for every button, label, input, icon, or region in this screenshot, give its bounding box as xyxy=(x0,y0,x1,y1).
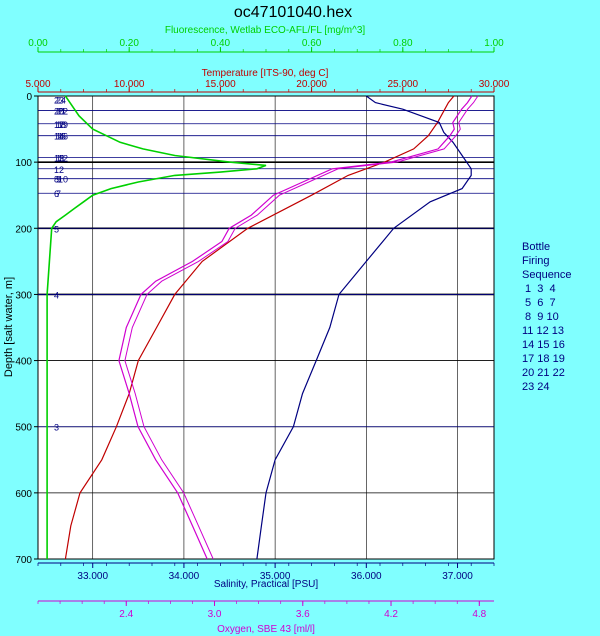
salinity-tick-label: 34.000 xyxy=(169,571,200,582)
oxygen-axis-ticks: 2.4 3.0 3.6 4.2 4.8 xyxy=(37,600,494,620)
oxygen-tick-label: 2.4 xyxy=(119,609,133,620)
depth-tick-label: 0 xyxy=(26,92,32,103)
bottle-label: 24 xyxy=(56,95,66,105)
fluorescence-tick-label: 0.60 xyxy=(302,38,322,49)
temperature-tick-label: 20.000 xyxy=(296,79,327,90)
fluorescence-tick-label: 0.80 xyxy=(393,38,413,49)
temperature-axis-ticks: 5.000 10.000 15.000 20.000 25.000 30.000 xyxy=(25,79,510,93)
depth-tick-label: 200 xyxy=(15,224,32,235)
fluorescence-axis-ticks: 0.00 0.20 0.40 0.60 0.80 1.00 xyxy=(28,38,504,53)
legend-line: Firing xyxy=(522,255,550,267)
temperature-series-line xyxy=(64,95,455,560)
bottle-label: 18 xyxy=(56,120,66,130)
fluorescence-tick-label: 0.40 xyxy=(211,38,231,49)
legend-line: 8 9 10 xyxy=(522,311,559,323)
temperature-tick-label: 15.000 xyxy=(205,79,236,90)
bottle-label: 7 xyxy=(56,189,61,199)
temperature-tick-label: 5.000 xyxy=(25,79,50,90)
salinity-tick-label: 37.000 xyxy=(442,571,473,582)
oxygen-series-line-upcast xyxy=(124,95,479,560)
bottle-firing-legend: Bottle Firing Sequence 1 3 4 5 6 7 8 9 1… xyxy=(522,240,572,394)
depth-tick-label: 700 xyxy=(15,555,32,566)
temperature-tick-label: 30.000 xyxy=(479,79,510,90)
depth-axis-label: Depth [salt water, m] xyxy=(3,277,15,377)
fluorescence-axis: Fluorescence, Wetlab ECO-AFL/FL [mg/m^3]… xyxy=(28,25,504,53)
data-series xyxy=(46,95,479,560)
bottle-label: 3 xyxy=(54,423,59,433)
salinity-axis-label: Salinity, Practical [PSU] xyxy=(214,579,319,590)
bottle-label: 11 xyxy=(56,154,65,164)
bottle-label: 5 xyxy=(54,224,59,234)
oxygen-series-line xyxy=(118,95,473,560)
fluorescence-tick-label: 0.20 xyxy=(119,38,139,49)
salinity-axis-ticks: 33.000 34.000 35.000 36.000 37.000 xyxy=(37,562,495,582)
bottle-label: 9 xyxy=(56,175,61,185)
chart-title: oc47101040.hex xyxy=(234,4,352,21)
depth-tick-label: 600 xyxy=(15,489,32,500)
depth-tick-label: 400 xyxy=(15,357,32,368)
bottle-label: 23 xyxy=(54,95,64,105)
legend-line: 1 3 4 xyxy=(522,283,556,295)
bottle-label: 8 xyxy=(54,175,59,185)
bottle-label: 13 xyxy=(54,154,64,164)
depth-tick-label: 500 xyxy=(15,423,32,434)
legend-line: 11 12 13 xyxy=(522,325,565,337)
oxygen-axis-label: Oxygen, SBE 43 [ml/l] xyxy=(217,624,315,635)
oxygen-tick-label: 3.6 xyxy=(296,609,310,620)
bottle-label: 15 xyxy=(56,132,66,142)
bottle-label: 12 xyxy=(54,165,64,175)
oxygen-tick-label: 3.0 xyxy=(208,609,222,620)
bottle-label: 17 xyxy=(54,120,64,130)
temperature-axis: Temperature [ITS-90, deg C] 5.000 10.000 1… xyxy=(25,68,510,93)
depth-tick-label: 100 xyxy=(15,158,32,169)
bottle-label: 19 xyxy=(58,120,68,130)
bottle-label: 16 xyxy=(58,132,68,142)
plot-area xyxy=(37,95,495,560)
salinity-axis: 33.000 34.000 35.000 36.000 37.000 Salinity,… xyxy=(37,562,495,590)
legend-line: 17 18 19 xyxy=(522,353,565,365)
bottle-label: 4 xyxy=(54,290,59,300)
temperature-axis-label: Temperature [ITS-90, deg C] xyxy=(202,68,329,79)
depth-tick-label: 300 xyxy=(15,290,32,301)
temperature-tick-label: 25.000 xyxy=(388,79,419,90)
salinity-tick-label: 36.000 xyxy=(351,571,382,582)
oxygen-tick-label: 4.2 xyxy=(384,609,398,620)
depth-axis: Depth [salt water, m] 0 100 200 300 400 500 60… xyxy=(3,92,38,566)
bottle-label: 6 xyxy=(54,189,59,199)
salinity-tick-label: 35.000 xyxy=(260,571,291,582)
fluorescence-axis-label: Fluorescence, Wetlab ECO-AFL/FL [mg/m^3] xyxy=(165,25,366,36)
salinity-tick-label: 33.000 xyxy=(77,571,108,582)
legend-line: Sequence xyxy=(522,269,572,281)
oxygen-axis: 2.4 3.0 3.6 4.2 4.8 Oxygen, SBE 43 [ml/l] xyxy=(37,600,494,635)
bottle-label: 14 xyxy=(54,132,64,142)
salinity-series-line xyxy=(256,95,472,560)
bottle-label: 22 xyxy=(58,107,68,117)
fluorescence-tick-label: 1.00 xyxy=(484,38,504,49)
depth-axis-ticks: 0 100 200 300 400 500 600 700 xyxy=(15,92,38,566)
fluorescence-series-line xyxy=(46,95,267,559)
legend-line: 23 24 xyxy=(522,381,550,393)
legend-line: Bottle xyxy=(522,241,551,253)
bottle-label: 10 xyxy=(58,175,68,185)
legend-line: 5 6 7 xyxy=(522,297,556,309)
oxygen-tick-label: 4.8 xyxy=(472,609,486,620)
legend-line: 14 15 16 xyxy=(522,339,565,351)
bottle-label: 12 xyxy=(58,154,68,164)
temperature-tick-label: 10.000 xyxy=(114,79,145,90)
fluorescence-tick-label: 0.00 xyxy=(28,38,48,49)
bottle-label: 20 xyxy=(54,107,64,117)
legend-line: 20 21 22 xyxy=(522,367,565,379)
bottle-label: 21 xyxy=(56,107,66,117)
